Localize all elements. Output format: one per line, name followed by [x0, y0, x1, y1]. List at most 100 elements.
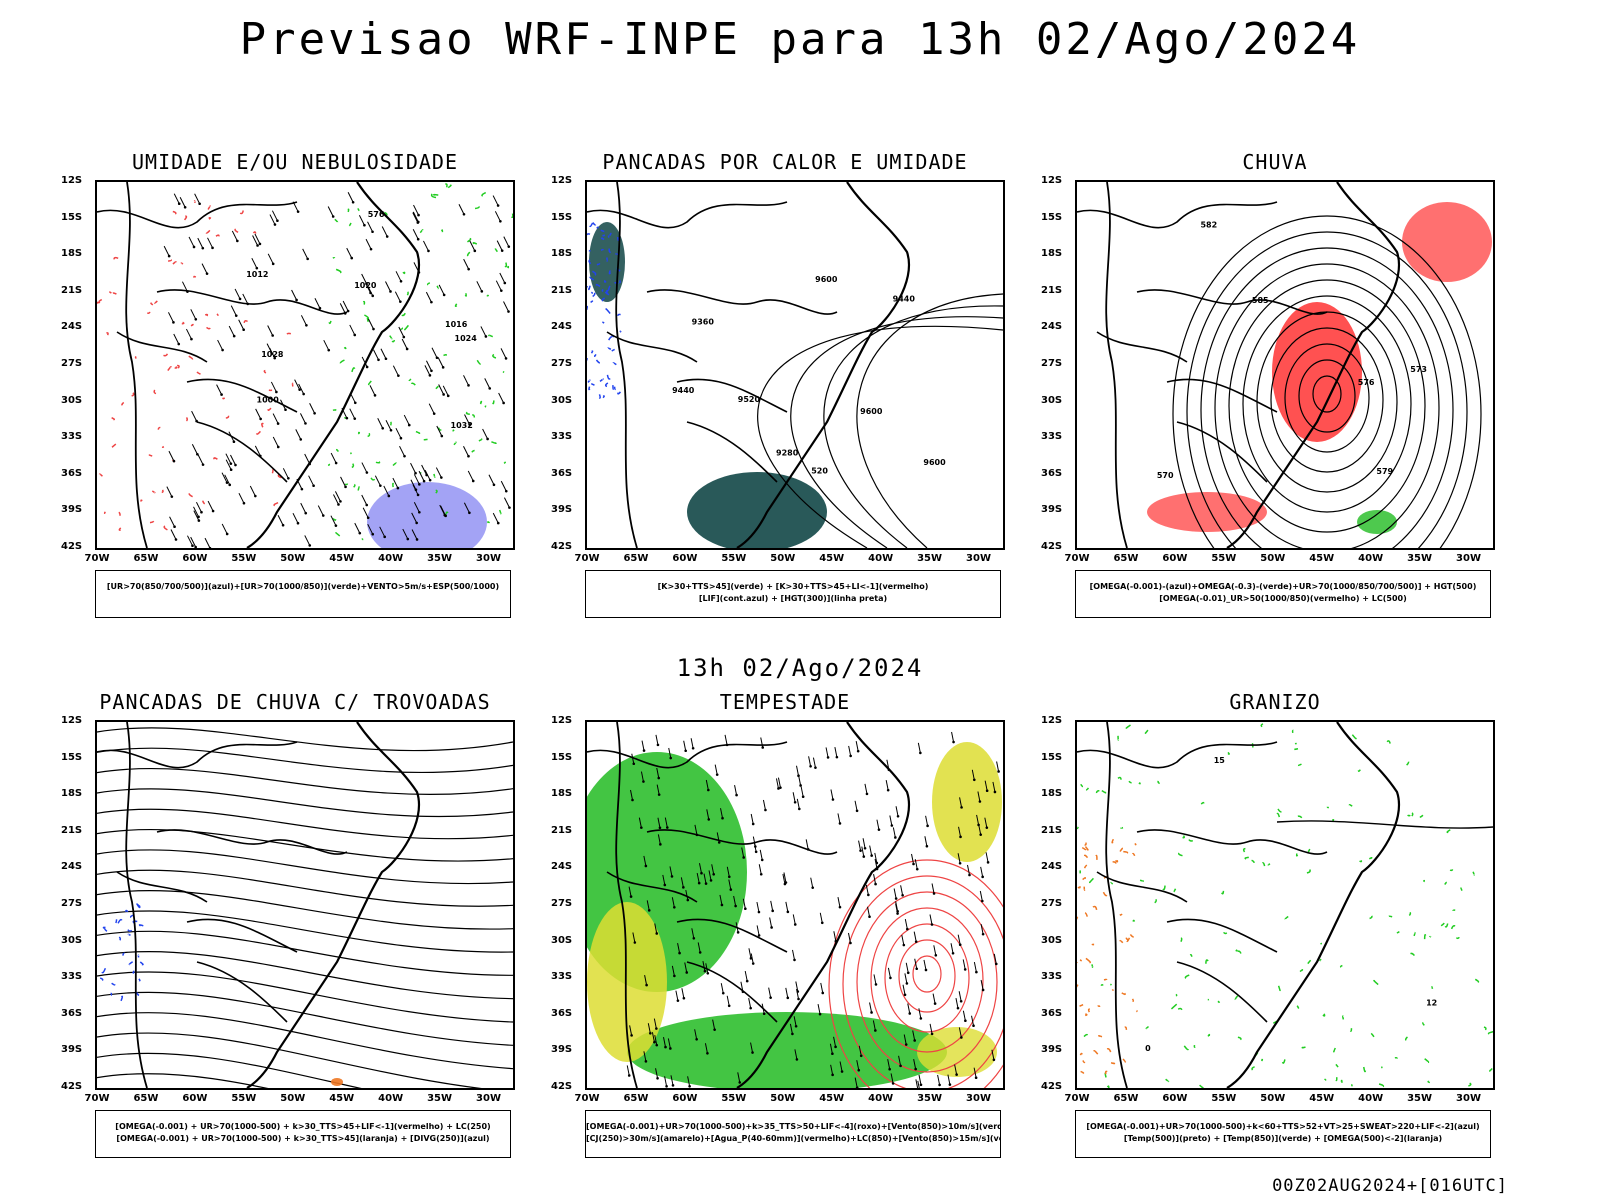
panel-legend: [K>30+TTS>45](verde) + [K>30+TTS>45+LI<-…: [585, 570, 1001, 618]
longitude-label: 35W: [917, 1093, 943, 1104]
longitude-label: 60W: [672, 1093, 698, 1104]
longitude-label: 45W: [329, 553, 355, 564]
panel-legend: [OMEGA(-0.001) + UR>70(1000-500) + k>30_…: [95, 1110, 511, 1158]
map-graphic: [97, 722, 513, 1088]
latitude-label: 27S: [61, 358, 83, 369]
andes-border: [1105, 722, 1128, 1088]
forecast-panel-2: PANCADAS POR CALOR E UMIDADE 12S 15S 18S 21…: [535, 150, 1035, 640]
longitude-label: 70W: [84, 553, 110, 564]
forecast-map[interactable]: 0 12 15: [1075, 720, 1495, 1090]
latitude-label: 36S: [551, 467, 573, 479]
main-title: Previsao WRF-INPE para 13h 02/Ago/2024: [239, 14, 1361, 65]
longitude-label: 55W: [1211, 553, 1237, 564]
forecast-panel-6: GRANIZO 12S 15S 18S 21S 24S 27S 30S 33S 36S 39S 42…: [1025, 690, 1525, 1180]
latitude-label: 39S: [551, 504, 573, 516]
coastline: [246, 722, 420, 1088]
latitude-label: 21S: [61, 284, 83, 296]
contour-label: 9440: [672, 386, 695, 395]
legend-line: [OMEGA(-0.001)+UR>70(1000-500)+k>35_TTS>…: [586, 1122, 1000, 1131]
latitude-label: 15S: [551, 211, 573, 223]
latitude-label: 42S: [551, 541, 573, 552]
latitude-label: 30S: [61, 934, 83, 946]
latitude-label: 30S: [1041, 934, 1063, 946]
jet-yellow-north: [932, 742, 1002, 862]
panel-title: UMIDADE E/OU NEBULOSIDADE: [131, 150, 459, 174]
latitude-label: 21S: [61, 824, 83, 836]
latitude-label: 42S: [61, 1081, 83, 1092]
longitude-label: 50W: [280, 1093, 306, 1104]
andes-border: [125, 182, 148, 548]
rain-red-south: [1147, 492, 1267, 532]
humidity-blue-area: [367, 482, 487, 548]
contour-label: 9440: [893, 294, 916, 303]
omega500-orange: [1077, 838, 1138, 1075]
forecast-panel-5: TEMPESTADE 12S 15S 18S 21S 24S 27S 30S 33S 36S 39…: [535, 690, 1035, 1180]
forecast-map[interactable]: 576 573 570 582 585 579: [1075, 180, 1495, 550]
latitude-label: 21S: [1041, 824, 1063, 836]
latitude-label: 18S: [61, 788, 83, 800]
contour-label: 576: [368, 210, 385, 219]
wind850-green-south: [627, 1012, 947, 1088]
contour-label: 9600: [815, 275, 838, 284]
longitude-label: 60W: [182, 553, 208, 564]
forecast-map[interactable]: [585, 720, 1005, 1090]
longitude-label: 40W: [868, 553, 894, 564]
contour-label: 520: [811, 466, 828, 475]
latitude-label: 30S: [551, 394, 573, 406]
longitude-label: 45W: [1309, 553, 1335, 564]
map-graphic: 9600 9600 9520 9440 9360 9280 9440 9600 520: [587, 182, 1003, 548]
latitude-label: 27S: [61, 898, 83, 909]
wind850-vectors: [626, 731, 1000, 1088]
longitude-label: 40W: [378, 1093, 404, 1104]
forecast-time: 13h 02/Ago/2024: [676, 654, 924, 682]
latitude-label: 33S: [551, 431, 573, 443]
teal-area: [687, 472, 827, 548]
latitude-label: 18S: [551, 788, 573, 800]
latitude-label: 42S: [1041, 1081, 1063, 1092]
panel-title: CHUVA: [1242, 150, 1308, 174]
longitude-label: 40W: [1358, 1093, 1384, 1104]
latitude-label: 33S: [61, 971, 83, 983]
latitude-label: 36S: [61, 467, 83, 479]
longitude-label: 30W: [476, 553, 501, 564]
longitude-label: 60W: [182, 1093, 208, 1104]
forecast-map[interactable]: 9600 9600 9520 9440 9360 9280 9440 9600 520: [585, 180, 1005, 550]
andes-border: [615, 182, 638, 548]
latitude-label: 15S: [61, 211, 83, 223]
longitude-label: 35W: [427, 553, 453, 564]
panel-title: PANCADAS DE CHUVA C/ TROVOADAS: [99, 690, 491, 714]
legend-line: [OMEGA(-0.001)+UR>70(1000-500)+k<60+TTS>…: [1086, 1122, 1480, 1131]
orange-spot: [331, 1078, 343, 1086]
latitude-label: 12S: [61, 175, 83, 186]
thickness-red-contours: [97, 200, 294, 531]
lif-blue-contours: [587, 222, 622, 399]
legend-line: [CJ(250)>30m/s](amarelo)+[Agua_P(40-60mm…: [586, 1134, 1000, 1143]
coastline: [736, 182, 910, 548]
latitude-label: 24S: [551, 321, 573, 333]
longitude-label: 55W: [231, 1093, 257, 1104]
longitude-label: 70W: [574, 553, 600, 564]
hgt500-contours: [1172, 215, 1482, 548]
forecast-map[interactable]: 1012 1016 1020 1024 1028 1032 1000 576: [95, 180, 515, 550]
contour-label: 9520: [738, 395, 761, 404]
map-graphic: 576 573 570 582 585 579: [1077, 182, 1492, 548]
latitude-label: 21S: [551, 824, 573, 836]
latitude-label: 27S: [1041, 358, 1063, 369]
longitude-label: 30W: [966, 553, 991, 564]
longitude-label: 70W: [1064, 553, 1090, 564]
temp850-green-contours: [1077, 723, 1493, 1088]
coastline: [1226, 722, 1400, 1088]
latitude-label: 39S: [551, 1044, 573, 1056]
longitude-label: 45W: [1309, 1093, 1335, 1104]
legend-line: [UR>70(850/700/500)](azul)+[UR>70(1000/8…: [106, 582, 500, 591]
andes-border: [615, 722, 638, 1088]
legend-line: [K>30+TTS>45](verde) + [K>30+TTS>45+LI<-…: [657, 582, 929, 591]
contour-label: 579: [1376, 467, 1393, 476]
longitude-label: 30W: [966, 1093, 991, 1104]
longitude-label: 65W: [133, 1093, 159, 1104]
forecast-map[interactable]: [95, 720, 515, 1090]
contour-label: 1012: [246, 270, 268, 279]
longitude-label: 55W: [721, 553, 747, 564]
longitude-label: 55W: [1211, 1093, 1237, 1104]
map-graphic: 0 12 15: [1077, 722, 1493, 1088]
